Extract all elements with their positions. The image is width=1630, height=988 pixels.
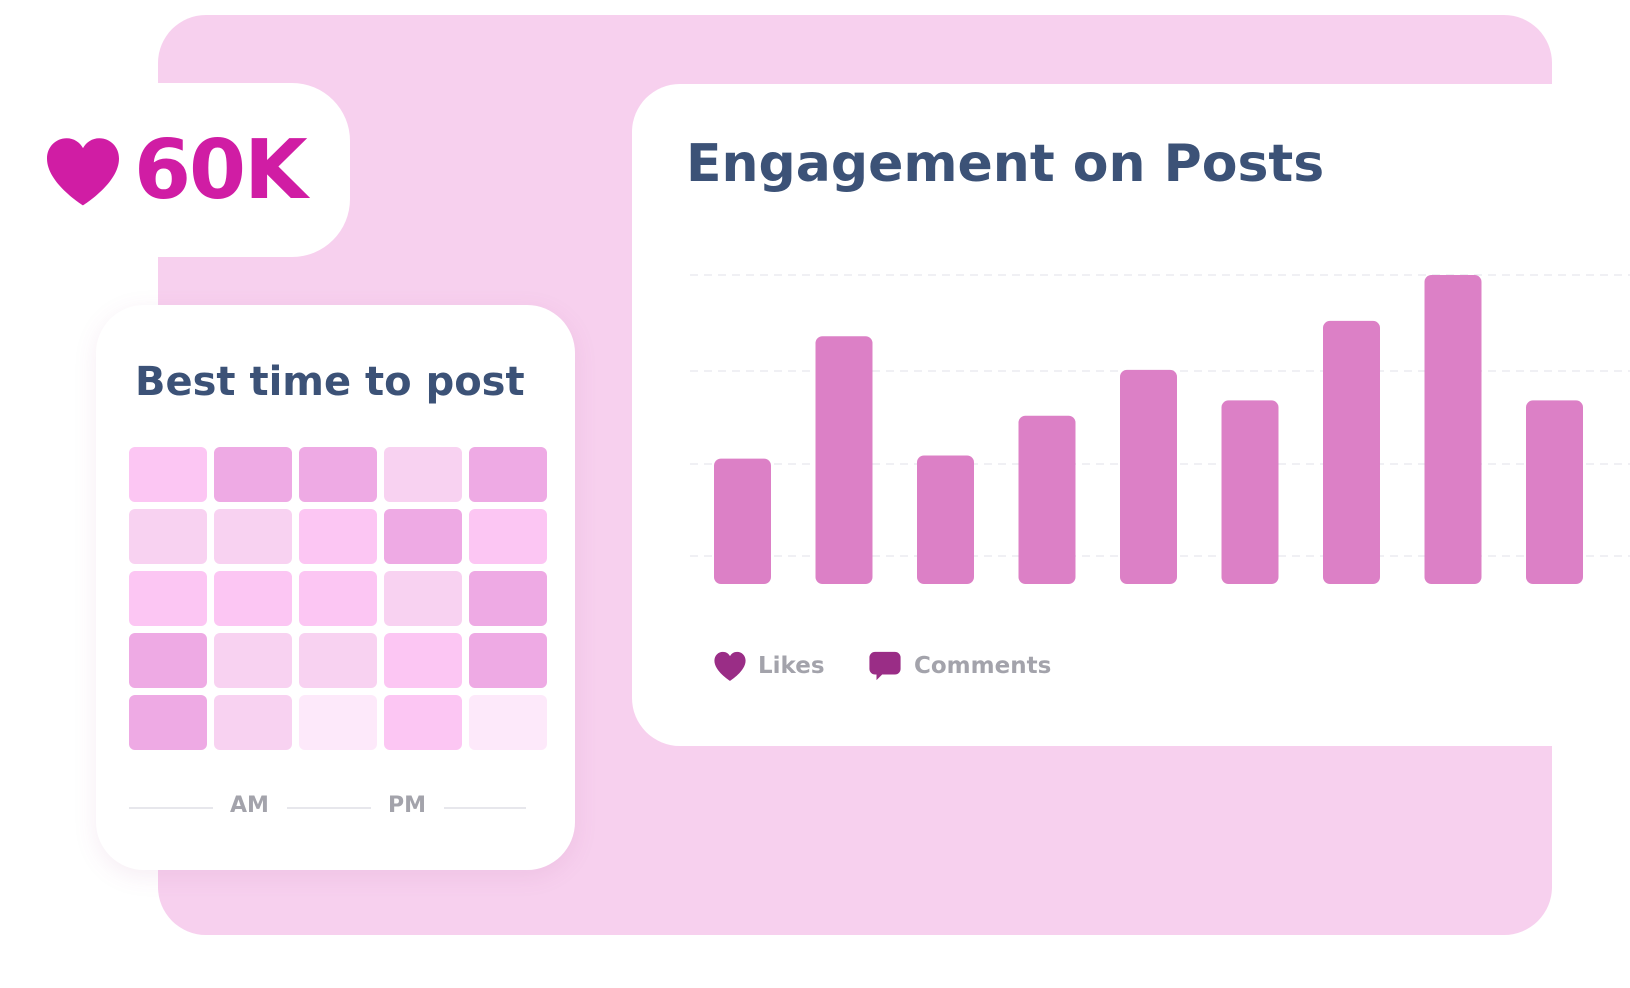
heatmap-cell xyxy=(129,695,207,750)
heatmap-cell xyxy=(469,695,547,750)
heatmap-cell xyxy=(129,447,207,502)
chart-bar xyxy=(815,336,873,584)
axis-divider xyxy=(129,807,213,809)
heatmap-cell xyxy=(299,447,377,502)
heatmap-cell xyxy=(214,633,292,688)
heatmap-cell xyxy=(299,571,377,626)
chart-bar xyxy=(1323,320,1380,584)
heatmap-cell xyxy=(129,509,207,564)
chart-bar xyxy=(1120,369,1177,584)
heatmap-cell xyxy=(384,633,462,688)
heart-icon xyxy=(47,138,119,206)
heatmap-cell xyxy=(384,447,462,502)
legend-likes-label: Likes xyxy=(758,653,825,679)
likes-count: 60K xyxy=(134,123,308,218)
heatmap-cell xyxy=(129,571,207,626)
heatmap-cell xyxy=(469,571,547,626)
heart-icon xyxy=(714,651,746,681)
legend-comments-label: Comments xyxy=(914,653,1052,679)
heatmap-cell xyxy=(214,509,292,564)
heatmap-cell xyxy=(384,571,462,626)
comment-bubble-icon xyxy=(869,651,901,681)
heatmap-cell xyxy=(469,509,547,564)
heatmap-cell xyxy=(469,447,547,502)
chart-title: Engagement on Posts xyxy=(686,134,1325,194)
heatmap-cell xyxy=(214,447,292,502)
heatmap-cell xyxy=(214,571,292,626)
am-label: AM xyxy=(230,793,269,818)
chart-bar xyxy=(917,455,974,584)
chart-bar xyxy=(714,458,771,584)
axis-divider xyxy=(444,807,526,809)
engagement-bar-chart xyxy=(690,274,1630,584)
chart-bar xyxy=(1424,275,1482,584)
chart-bar xyxy=(1221,400,1279,584)
heatmap-cell xyxy=(299,695,377,750)
heatmap-cell xyxy=(299,509,377,564)
pm-label: PM xyxy=(388,793,427,818)
best-time-title: Best time to post xyxy=(135,359,525,405)
heatmap-cell xyxy=(384,509,462,564)
heatmap-cell xyxy=(214,695,292,750)
chart-bar xyxy=(1018,415,1076,584)
heatmap-cell xyxy=(299,633,377,688)
chart-bar xyxy=(1526,400,1583,584)
axis-divider xyxy=(287,807,371,809)
heatmap-cell xyxy=(384,695,462,750)
heatmap-cell xyxy=(129,633,207,688)
heatmap-cell xyxy=(469,633,547,688)
